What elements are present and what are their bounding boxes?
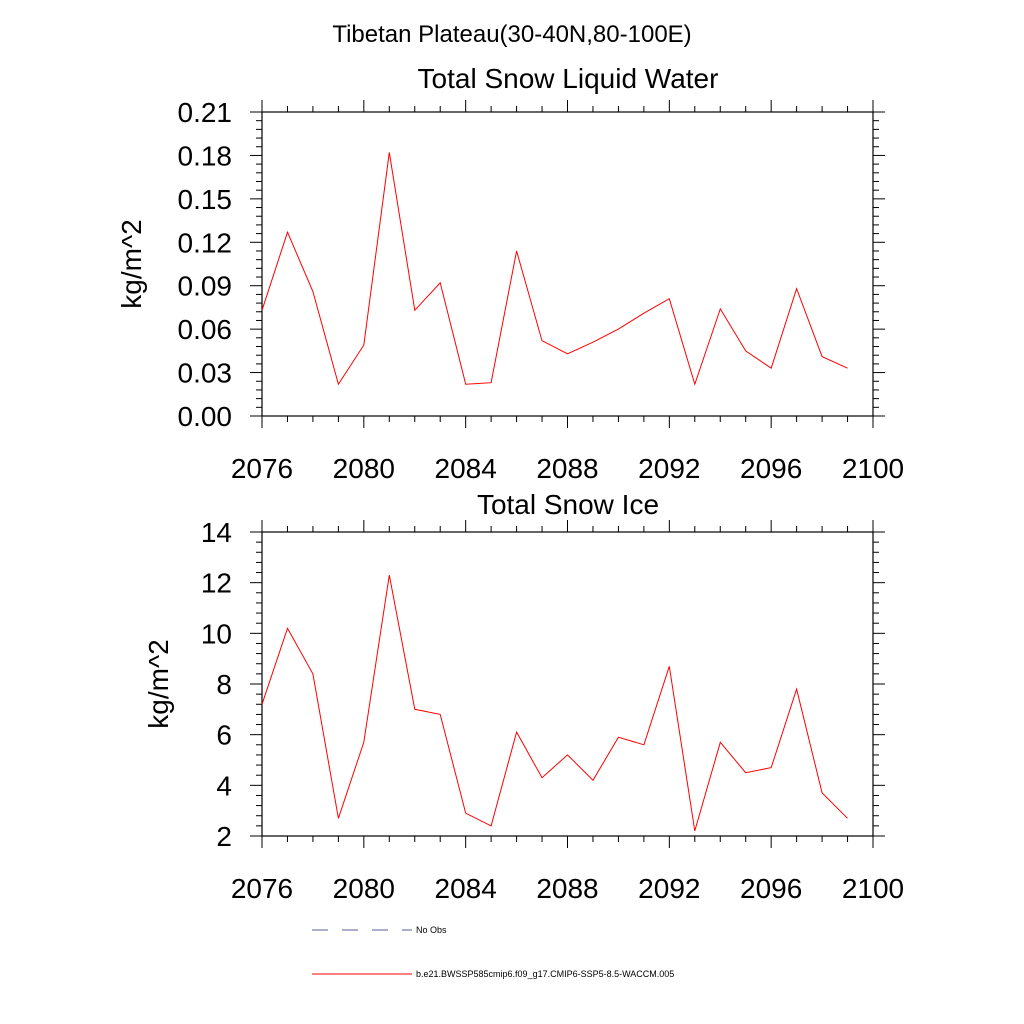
- panel-snow-liquid-water: Total Snow Liquid Water kg/m^2 2076 2080 2…: [116, 63, 904, 484]
- y-tick-label: 14: [201, 517, 232, 548]
- series-line: [261, 575, 848, 832]
- panel-snow-ice: Total Snow Ice kg/m^2 2076 2080 2084 2088 20…: [143, 489, 904, 904]
- y-tick-label: 12: [201, 568, 232, 599]
- x-tick-label: 2076: [231, 873, 293, 904]
- x-tick-label: 2092: [638, 873, 700, 904]
- x-tick-label: 2100: [842, 453, 904, 484]
- x-tick-labels: 2076 2080 2084 2088 2092 2096 2100: [231, 873, 904, 904]
- y-tick-label: 2: [216, 821, 232, 852]
- y-tick-label: 0.18: [178, 140, 233, 171]
- y-tick-label: 8: [216, 669, 232, 700]
- y-tick-labels: 2 4 6 8 10 12 14: [201, 517, 232, 852]
- legend-item-no-obs: No Obs: [312, 925, 447, 935]
- y-tick-label: 10: [201, 618, 232, 649]
- x-tick-label: 2088: [536, 453, 598, 484]
- y-tick-label: 0.21: [178, 97, 233, 128]
- y-tick-label: 0.06: [178, 314, 233, 345]
- series-line: [261, 152, 848, 386]
- x-tick-label: 2080: [333, 453, 395, 484]
- y-tick-labels: 0.00 0.03 0.06 0.09 0.12 0.15 0.18 0.21: [178, 97, 233, 432]
- x-tick-label: 2076: [231, 453, 293, 484]
- x-tick-label: 2100: [842, 873, 904, 904]
- y-tick-label: 0.15: [178, 184, 233, 215]
- legend: No Obs b.e21.BWSSP585cmip6.f09_g17.CMIP6…: [312, 925, 674, 979]
- y-tick-label: 4: [216, 770, 232, 801]
- x-tick-label: 2096: [740, 453, 802, 484]
- legend-label: No Obs: [416, 925, 447, 935]
- figure-title: Tibetan Plateau(30-40N,80-100E): [332, 21, 691, 48]
- x-tick-label: 2096: [740, 873, 802, 904]
- y-axis-label: kg/m^2: [143, 639, 174, 728]
- series-group: [261, 575, 848, 832]
- plot-frame: [261, 531, 874, 837]
- x-tick-label: 2092: [638, 453, 700, 484]
- x-tick-label: 2080: [333, 873, 395, 904]
- tick-marks: [250, 520, 885, 848]
- plot-frame: [261, 111, 874, 417]
- x-tick-label: 2088: [536, 873, 598, 904]
- y-tick-label: 0.00: [178, 401, 233, 432]
- x-tick-label: 2084: [435, 873, 497, 904]
- panel-title: Total Snow Ice: [477, 489, 659, 520]
- series-group: [261, 152, 848, 386]
- tick-marks: [250, 100, 885, 428]
- legend-item-model: b.e21.BWSSP585cmip6.f09_g17.CMIP6-SSP5-8…: [312, 969, 674, 979]
- y-tick-label: 0.09: [178, 271, 233, 302]
- panel-title: Total Snow Liquid Water: [418, 63, 719, 94]
- y-tick-label: 0.12: [178, 227, 233, 258]
- legend-label: b.e21.BWSSP585cmip6.f09_g17.CMIP6-SSP5-8…: [416, 969, 674, 979]
- y-axis-label: kg/m^2: [116, 219, 147, 308]
- y-tick-label: 6: [216, 720, 232, 751]
- x-tick-label: 2084: [435, 453, 497, 484]
- y-tick-label: 0.03: [178, 358, 233, 389]
- x-tick-labels: 2076 2080 2084 2088 2092 2096 2100: [231, 453, 904, 484]
